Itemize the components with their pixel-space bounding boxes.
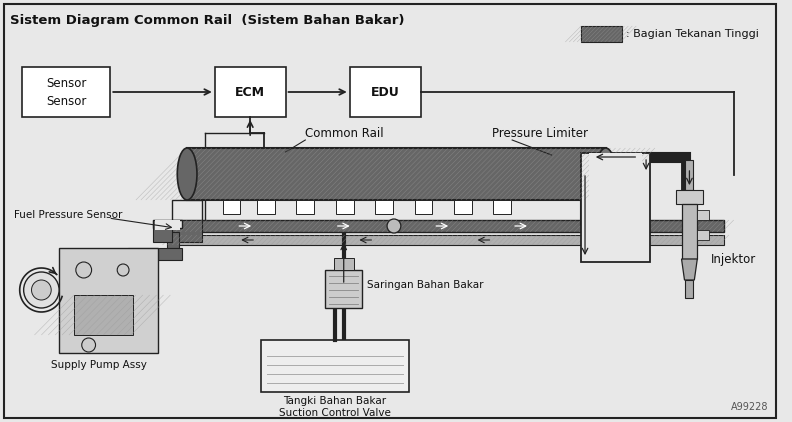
Text: Sensor
Sensor: Sensor Sensor bbox=[46, 76, 86, 108]
Bar bbox=[581, 26, 623, 42]
Bar bbox=[173, 220, 202, 242]
Circle shape bbox=[76, 262, 92, 278]
Bar bbox=[153, 220, 182, 228]
Text: Tangki Bahan Bakar: Tangki Bahan Bakar bbox=[284, 396, 386, 406]
Text: : Bagian Tekanan Tinggi: : Bagian Tekanan Tinggi bbox=[626, 29, 760, 39]
Bar bbox=[454, 200, 472, 214]
Bar bbox=[375, 200, 393, 214]
Bar bbox=[59, 248, 158, 353]
Bar bbox=[581, 153, 650, 262]
Bar bbox=[215, 67, 286, 117]
Polygon shape bbox=[682, 259, 697, 280]
Text: EDU: EDU bbox=[371, 86, 399, 98]
Text: ECM: ECM bbox=[235, 86, 265, 98]
Bar bbox=[686, 160, 693, 190]
Text: Pressure Limiter: Pressure Limiter bbox=[493, 127, 588, 140]
Bar bbox=[415, 200, 432, 214]
Circle shape bbox=[387, 219, 401, 233]
Bar bbox=[167, 232, 179, 248]
Bar bbox=[257, 200, 275, 214]
Bar bbox=[153, 220, 173, 242]
Bar bbox=[697, 210, 709, 220]
Ellipse shape bbox=[596, 148, 615, 200]
Bar bbox=[261, 340, 409, 392]
Bar bbox=[173, 235, 724, 245]
Bar bbox=[173, 200, 202, 220]
Bar bbox=[173, 220, 724, 232]
Circle shape bbox=[32, 280, 51, 300]
Circle shape bbox=[82, 338, 96, 352]
Bar bbox=[686, 280, 693, 298]
Text: Fuel Pressure Sensor: Fuel Pressure Sensor bbox=[13, 210, 122, 220]
Text: Suction Control Valve: Suction Control Valve bbox=[279, 408, 390, 418]
Bar bbox=[336, 200, 353, 214]
Bar bbox=[223, 200, 240, 214]
Bar bbox=[74, 295, 133, 335]
Text: Sistem Diagram Common Rail  (Sistem Bahan Bakar): Sistem Diagram Common Rail (Sistem Bahan… bbox=[10, 14, 405, 27]
Bar bbox=[296, 200, 314, 214]
Bar bbox=[589, 153, 642, 254]
Text: Common Rail: Common Rail bbox=[305, 127, 384, 140]
Circle shape bbox=[117, 264, 129, 276]
Bar bbox=[697, 230, 709, 240]
Text: Saringan Bahan Bakar: Saringan Bahan Bakar bbox=[367, 280, 484, 290]
Bar bbox=[682, 204, 697, 259]
Bar bbox=[676, 190, 703, 204]
Text: Supply Pump Assy: Supply Pump Assy bbox=[51, 360, 147, 370]
Text: A99228: A99228 bbox=[731, 402, 768, 412]
Bar bbox=[606, 158, 623, 190]
Bar bbox=[21, 67, 110, 117]
Bar bbox=[187, 214, 199, 220]
Ellipse shape bbox=[177, 148, 197, 200]
Circle shape bbox=[24, 272, 59, 308]
Bar bbox=[187, 148, 606, 200]
Bar bbox=[128, 248, 182, 260]
Bar bbox=[334, 258, 353, 270]
Bar bbox=[154, 220, 181, 230]
Bar bbox=[349, 67, 421, 117]
Bar bbox=[493, 200, 511, 214]
Text: Injektor: Injektor bbox=[711, 254, 756, 267]
Bar bbox=[325, 270, 363, 308]
